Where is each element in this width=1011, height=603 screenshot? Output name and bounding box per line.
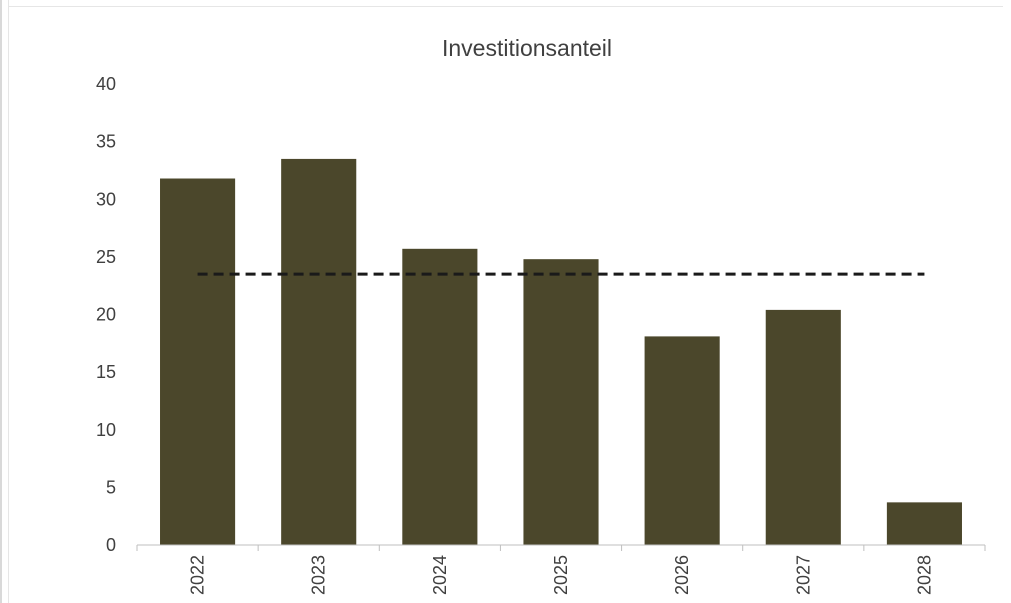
frame-border-inner — [8, 0, 9, 603]
y-tick-label: 5 — [106, 477, 116, 497]
y-tick-label: 20 — [96, 305, 116, 325]
y-tick-label: 0 — [106, 535, 116, 555]
y-tick-label: 35 — [96, 132, 116, 152]
frame-border-top — [8, 6, 1003, 7]
x-axis: 2022 2023 2024 2025 2026 2027 2028 — [136, 545, 986, 595]
bar-2026 — [644, 336, 720, 545]
y-tick-label: 40 — [96, 74, 116, 94]
y-tick-label: 25 — [96, 247, 116, 267]
bar-2024 — [402, 248, 478, 545]
frame-border-left — [0, 0, 2, 603]
x-tick-label: 2025 — [551, 555, 571, 595]
x-tick-label: 2024 — [430, 555, 450, 595]
y-tick-label: 10 — [96, 420, 116, 440]
x-tick-label: 2027 — [793, 555, 813, 595]
y-tick-label: 15 — [96, 362, 116, 382]
bar-2022 — [160, 178, 236, 545]
y-axis: 0 5 10 15 20 25 30 35 40 — [96, 74, 116, 555]
bar-2028 — [886, 502, 962, 545]
bar-2027 — [765, 309, 841, 545]
bars — [160, 158, 962, 545]
y-tick-label: 30 — [96, 189, 116, 209]
chart-title: Investitionsanteil — [442, 35, 612, 61]
x-tick-label: 2026 — [672, 555, 692, 595]
x-tick-label: 2028 — [914, 555, 934, 595]
bar-2023 — [281, 158, 357, 545]
x-tick-label: 2023 — [309, 555, 329, 595]
bar-2025 — [523, 259, 599, 545]
x-tick-label: 2022 — [188, 555, 208, 595]
